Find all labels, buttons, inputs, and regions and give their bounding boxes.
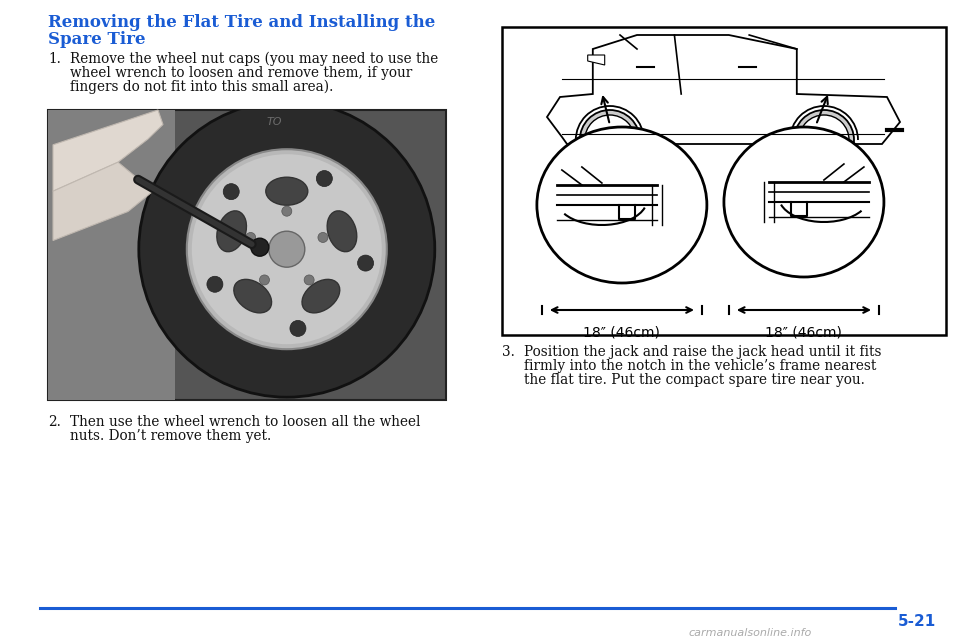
Circle shape	[304, 275, 314, 285]
Circle shape	[282, 206, 292, 216]
Ellipse shape	[266, 177, 308, 205]
Bar	[48, 110, 446, 400]
Circle shape	[814, 130, 834, 150]
Text: 18″ (46cm): 18″ (46cm)	[584, 325, 660, 339]
Text: nuts. Don’t remove them yet.: nuts. Don’t remove them yet.	[70, 429, 272, 443]
Text: 2.: 2.	[48, 415, 60, 429]
Circle shape	[187, 149, 387, 349]
Polygon shape	[588, 55, 605, 65]
Circle shape	[251, 238, 269, 256]
Text: 3.: 3.	[502, 345, 515, 359]
Text: wheel wrench to loosen and remove them, if your: wheel wrench to loosen and remove them, …	[70, 66, 412, 80]
Text: TO: TO	[267, 117, 282, 127]
Circle shape	[605, 135, 614, 145]
Circle shape	[580, 110, 639, 170]
Circle shape	[799, 115, 849, 165]
Text: 18″ (46cm): 18″ (46cm)	[765, 325, 842, 339]
Text: 1.: 1.	[48, 52, 60, 66]
Bar	[48, 110, 176, 400]
Text: Removing the Flat Tire and Installing the: Removing the Flat Tire and Installing th…	[48, 14, 435, 31]
Circle shape	[259, 275, 270, 285]
Text: the flat tire. Put the compact spare tire near you.: the flat tire. Put the compact spare tir…	[524, 373, 865, 387]
Circle shape	[794, 110, 854, 170]
Polygon shape	[53, 162, 153, 241]
Text: 5-21: 5-21	[898, 614, 936, 629]
Ellipse shape	[234, 280, 272, 313]
Ellipse shape	[537, 127, 707, 283]
Circle shape	[246, 232, 255, 243]
Circle shape	[819, 135, 829, 145]
Polygon shape	[53, 110, 163, 191]
Polygon shape	[547, 35, 900, 144]
Circle shape	[357, 255, 373, 271]
Text: fingers do not fit into this small area).: fingers do not fit into this small area)…	[70, 80, 333, 94]
Circle shape	[269, 231, 304, 268]
Ellipse shape	[724, 127, 884, 277]
Circle shape	[290, 321, 306, 337]
Ellipse shape	[302, 280, 340, 313]
Circle shape	[224, 184, 239, 200]
Circle shape	[139, 101, 435, 397]
Bar	[502, 27, 946, 335]
Circle shape	[207, 276, 223, 292]
Circle shape	[600, 130, 620, 150]
Circle shape	[192, 154, 382, 344]
Ellipse shape	[217, 211, 247, 252]
Text: Then use the wheel wrench to loosen all the wheel: Then use the wheel wrench to loosen all …	[70, 415, 420, 429]
Text: firmly into the notch in the vehicle’s frame nearest: firmly into the notch in the vehicle’s f…	[524, 359, 876, 373]
Text: Position the jack and raise the jack head until it fits: Position the jack and raise the jack hea…	[524, 345, 881, 359]
Circle shape	[318, 232, 328, 243]
Circle shape	[585, 115, 635, 165]
Circle shape	[317, 171, 332, 187]
Ellipse shape	[327, 211, 357, 252]
Text: Remove the wheel nut caps (you may need to use the: Remove the wheel nut caps (you may need …	[70, 52, 439, 67]
Text: carmanualsonline.info: carmanualsonline.info	[688, 628, 811, 638]
Text: Spare Tire: Spare Tire	[48, 31, 146, 48]
